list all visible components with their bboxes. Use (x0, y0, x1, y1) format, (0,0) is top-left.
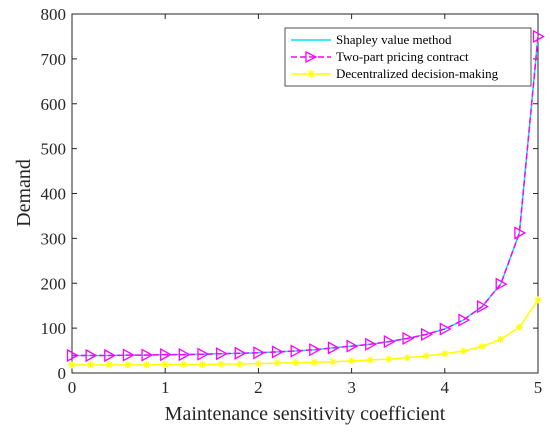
data-point (178, 348, 191, 362)
y-tick-label: 200 (41, 274, 67, 293)
data-point (348, 357, 356, 365)
data-point (124, 361, 132, 369)
data-point (476, 299, 489, 314)
data-point (402, 331, 415, 346)
data-point (253, 346, 266, 360)
y-tick-label: 300 (41, 229, 67, 248)
x-tick-label: 2 (254, 378, 263, 397)
x-tick-label: 4 (441, 378, 450, 397)
x-tick-label: 1 (161, 378, 170, 397)
data-point (383, 334, 396, 349)
data-point (346, 339, 359, 353)
data-point (68, 361, 76, 369)
data-point (87, 361, 95, 369)
x-axis-label: Maintenance sensitivity coefficient (165, 403, 446, 425)
data-point (366, 356, 374, 364)
y-tick-label: 400 (41, 185, 67, 204)
data-point (327, 341, 340, 355)
series-2 (68, 296, 542, 369)
data-point (534, 296, 542, 304)
data-point (441, 350, 449, 358)
y-axis: 0 100 200 300 400 500 600 700 800 (41, 5, 538, 383)
data-point (215, 347, 228, 361)
y-tick-label: 100 (41, 319, 67, 338)
legend-box (284, 27, 532, 87)
data-point (236, 360, 244, 368)
data-point (141, 348, 154, 362)
data-point (122, 348, 135, 362)
data-point (292, 359, 300, 367)
data-point (497, 335, 505, 343)
data-point (198, 360, 206, 368)
data-point (422, 352, 430, 360)
data-point (385, 355, 393, 363)
series-1 (66, 29, 545, 363)
data-point (254, 360, 262, 368)
data-point (515, 323, 523, 331)
data-point (365, 337, 378, 351)
x-tick-label: 3 (347, 378, 356, 397)
data-point (329, 358, 337, 366)
legend-marker-decentralized (307, 70, 315, 78)
data-point (105, 361, 113, 369)
data-point (404, 354, 412, 362)
legend-entry-two-part: Two-part pricing contract (291, 49, 469, 64)
series-line (72, 36, 539, 357)
x-tick-label: 0 (68, 378, 77, 397)
legend-label-decentralized: Decentralized decision-making (336, 66, 499, 81)
data-point (514, 226, 527, 240)
data-point (458, 313, 471, 327)
data-point (459, 347, 467, 355)
data-point (217, 360, 225, 368)
data-point (495, 277, 508, 291)
legend-marker-two-part (305, 50, 318, 64)
data-point (66, 348, 79, 363)
y-tick-label: 500 (41, 140, 67, 159)
data-point (532, 29, 545, 44)
series-layer (66, 29, 545, 369)
data-point (310, 358, 318, 366)
legend-entry-decentralized: Decentralized decision-making (291, 66, 499, 81)
data-point (234, 346, 247, 360)
y-tick-label: 800 (41, 5, 67, 24)
x-tick-label: 5 (534, 378, 543, 397)
y-tick-label: 600 (41, 95, 67, 114)
data-point (290, 344, 303, 358)
legend-label-two-part: Two-part pricing contract (336, 49, 469, 64)
data-point (180, 360, 188, 368)
legend-label-shapley: Shapley value method (336, 32, 452, 47)
data-point (271, 345, 284, 359)
data-point (197, 347, 210, 361)
data-point (104, 348, 117, 363)
y-tick-label: 700 (41, 50, 67, 69)
y-tick-label: 0 (58, 364, 67, 383)
data-point (85, 348, 98, 363)
legend-entry-shapley: Shapley value method (291, 32, 452, 47)
data-point (309, 343, 322, 357)
data-point (421, 327, 434, 342)
data-point (143, 361, 151, 369)
data-point (273, 359, 281, 367)
x-axis: 0 1 2 3 4 5 (68, 14, 543, 397)
data-point (478, 343, 486, 351)
y-axis-label: Demand (13, 159, 35, 227)
data-point (161, 360, 169, 368)
data-point (160, 348, 173, 362)
data-point (439, 322, 452, 336)
legend: Shapley value method Two-part pricing co… (284, 27, 532, 87)
